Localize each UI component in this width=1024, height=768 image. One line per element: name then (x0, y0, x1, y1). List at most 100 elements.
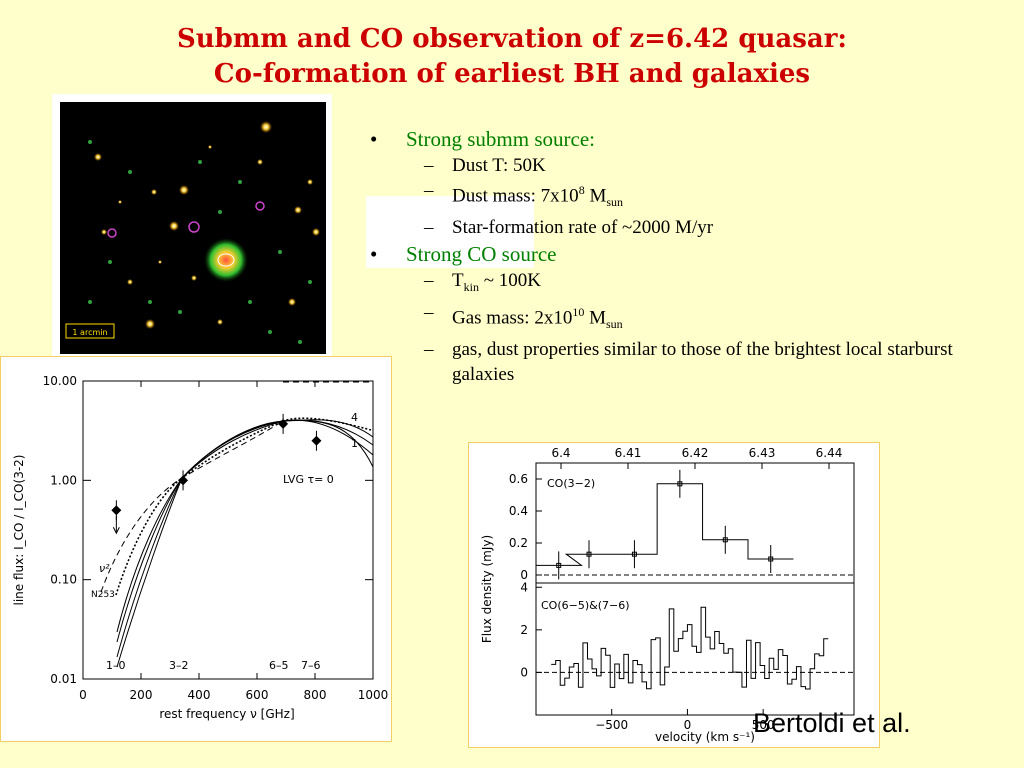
sub-bullet: – gas, dust properties similar to those o… (424, 339, 953, 386)
star (158, 260, 162, 264)
panel-b-y-tick: 4 (520, 580, 528, 594)
star (191, 275, 197, 281)
slide-title: Submm and CO observation of z=6.42 quasa… (0, 22, 1024, 92)
white-patch (366, 196, 534, 268)
sed-annotation: LVG τ= 0 (283, 473, 334, 486)
co32-point (768, 556, 774, 562)
co32-point (586, 551, 592, 557)
sed-plot-frame (82, 380, 374, 680)
sed-annotation: 1–0 (106, 659, 126, 672)
sed-x-tick: 800 (304, 688, 327, 702)
sed-x-tick: 1000 (358, 688, 389, 702)
sed-y-tick: 0.10 (50, 573, 77, 587)
redshift-tick: 6.42 (682, 446, 709, 460)
submm-sky-image: 1 arcmin (60, 102, 326, 354)
co-sed-chart: 0 200 400 600 800 1000 0.01 0.10 1.00 10.00 LVG τ… (12, 374, 389, 721)
star (294, 206, 302, 214)
redshift-tick: 6.41 (615, 446, 642, 460)
panel-a-y-tick: 0 (520, 568, 528, 582)
faint-source (238, 180, 242, 184)
sed-y-tick: 10.00 (43, 374, 77, 388)
co65-76-histogram (551, 606, 829, 690)
co-sed-chart-frame: 0 200 400 600 800 1000 0.01 0.10 1.00 10.00 LVG τ… (0, 356, 392, 742)
sed-annotation: ν² (99, 562, 110, 575)
faint-source (248, 300, 252, 304)
star (307, 179, 313, 185)
panel-b-y-tick: 2 (520, 623, 528, 637)
faint-source (218, 210, 222, 214)
lvg-curve-3 (116, 419, 374, 658)
co-spectra-frame: 6.4 6.41 6.42 6.43 6.44 0 0.2 0.4 0.6 0 2 4 −500 0 500… (468, 442, 880, 748)
lvg-curve-1 (116, 419, 374, 633)
sed-annotation: 4 (351, 411, 358, 424)
panel-a-y-tick: 0.4 (509, 504, 528, 518)
star (260, 121, 272, 133)
redshift-tick: 6.43 (749, 446, 776, 460)
faint-source (108, 260, 112, 264)
sub-bullet: – Gas mass: 2x1010 Msun (424, 301, 623, 332)
panel-a-y-tick: 0.2 (509, 536, 528, 550)
star (288, 298, 296, 306)
star-field (88, 121, 320, 344)
faint-source (88, 140, 92, 144)
faint-source (178, 310, 182, 314)
star (217, 319, 223, 325)
velocity-tick: 0 (684, 718, 692, 732)
faint-source (88, 300, 92, 304)
sed-x-tick: 0 (79, 688, 87, 702)
star (312, 228, 320, 236)
star (101, 229, 107, 235)
sub-bullet: – Dust mass: 7x108 Msun (424, 180, 624, 210)
star (179, 185, 189, 195)
lvg-curve-2 (116, 419, 374, 643)
scale-bar (65, 323, 115, 339)
sub-bullet: – Dust T: 50K (424, 155, 546, 176)
n253-curve (115, 417, 372, 596)
co32-point (722, 537, 728, 543)
co32-point (631, 551, 637, 557)
lvg-curve-4 (116, 420, 374, 668)
faint-source (198, 160, 202, 164)
bullet-co: • Strong CO source (370, 242, 557, 267)
sed-annotation: 6–5 (269, 659, 289, 672)
star (169, 221, 179, 231)
faint-source (268, 330, 272, 334)
bullet-text: Strong CO source (406, 242, 557, 267)
star (127, 279, 133, 285)
star (208, 145, 212, 149)
sed-y-tick: 1.00 (50, 473, 77, 487)
bullet-text: Strong submm source: (406, 127, 595, 151)
co32-point (677, 481, 683, 487)
sub-bullet: – Star-formation rate of ~2000 M/yr (424, 217, 714, 239)
velocity-tick: −500 (595, 718, 628, 732)
title-line-1: Submm and CO observation of z=6.42 quasa… (176, 24, 848, 54)
image-background (60, 102, 326, 354)
sed-ylabel: line flux: I_CO / I_CO(3-2) (12, 455, 26, 606)
sed-annotation: 3–2 (169, 659, 189, 672)
sed-y-tick: 0.01 (50, 672, 77, 686)
star (151, 189, 157, 195)
faint-source (308, 280, 312, 284)
sed-x-tick: 400 (188, 688, 211, 702)
bullet-submm: • Strong submm source: (370, 127, 595, 151)
faint-source (278, 250, 282, 254)
star (94, 153, 102, 161)
faint-source (128, 170, 132, 174)
sub-bullet: – Tkin ~ 100K (424, 270, 541, 294)
panel-b-label: CO(6−5)&(7−6) (541, 599, 630, 612)
sed-xlabel: rest frequency ν [GHz] (159, 707, 294, 721)
sed-annotation: 7–6 (301, 659, 321, 672)
faint-source (148, 300, 152, 304)
co32-histogram (536, 483, 794, 566)
redshift-tick: 6.44 (816, 446, 843, 460)
panel-a-label: CO(3−2) (547, 477, 595, 490)
velocity-tick: 500 (752, 718, 775, 732)
spectrum-panel-b (535, 582, 855, 716)
sed-annotation: N253 (91, 590, 115, 600)
spectra-ylabel: Flux density (mJy) (480, 535, 494, 643)
title-line-2: Co-formation of earliest BH and galaxies (213, 59, 811, 89)
co32-point (556, 562, 562, 568)
sed-x-tick: 200 (130, 688, 153, 702)
nu-squared-curve (100, 420, 284, 593)
sed-x-tick: 600 (246, 688, 269, 702)
